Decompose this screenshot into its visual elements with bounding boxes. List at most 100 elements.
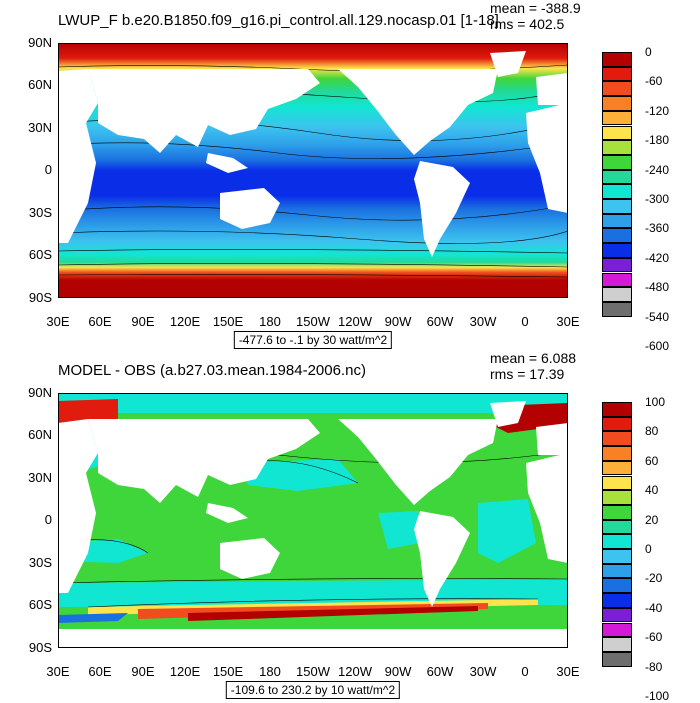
colorbar-swatch [602, 243, 632, 258]
lon-label: 90E [131, 664, 155, 679]
colorbar-label: 100 [645, 395, 666, 409]
lon-label: 60E [88, 664, 112, 679]
colorbar-swatch [602, 257, 632, 273]
lon-label: 150W [296, 664, 330, 679]
colorbar-swatch [602, 213, 632, 229]
lat-label: 90N [28, 385, 52, 400]
rms-label: rms = 402.5 [490, 16, 565, 32]
plot-title: LWUP_F b.e20.B1850.f09_g16.pi_control.al… [58, 12, 499, 29]
lat-label: 60N [28, 427, 52, 442]
colorbar-swatch [602, 287, 632, 302]
colorbar-label: -420 [645, 250, 670, 265]
colorbar-swatch [602, 549, 632, 564]
colorbar-label: 0 [645, 45, 652, 59]
colorbar-label: -60 [645, 74, 663, 89]
mean-label: mean = 6.088 [490, 350, 577, 366]
colorbar-swatch [602, 431, 632, 447]
colorbar-swatch [602, 622, 632, 638]
colorbar-label: -100 [645, 689, 670, 703]
lon-label: 120W [338, 664, 372, 679]
contour-range-label: -477.6 to -.1 by 30 watt/m^2 [233, 331, 393, 349]
lon-label: 120E [169, 664, 201, 679]
lon-label: 30E [556, 664, 580, 679]
map-plot [58, 43, 568, 298]
colorbar-swatch [602, 184, 632, 199]
colorbar-swatch [602, 66, 632, 82]
lon-label: 120W [338, 314, 372, 329]
colorbar-swatch [602, 140, 632, 155]
colorbar-label: -80 [645, 659, 663, 674]
lon-label: 150E [212, 314, 244, 329]
colorbar-swatch [602, 490, 632, 505]
colorbar-label: -540 [645, 309, 670, 324]
colorbar-label: -600 [645, 339, 670, 353]
colorbar-swatch [602, 81, 632, 97]
colorbar-label: -480 [645, 280, 670, 295]
colorbar-swatch [602, 125, 632, 141]
lat-label: 0 [44, 162, 52, 177]
map-frame [58, 43, 568, 298]
lat-label: 30N [28, 120, 52, 135]
lat-label: 30N [28, 470, 52, 485]
colorbar-swatch [602, 154, 632, 170]
colorbar-swatch [602, 272, 632, 288]
lat-label: 60S [28, 247, 52, 262]
colorbar-label: -120 [645, 103, 670, 118]
field-map-svg [58, 43, 568, 298]
colorbar-swatch [602, 578, 632, 594]
colorbar-swatch [602, 593, 632, 608]
lon-label: 60W [426, 664, 454, 679]
panel-model-obs: MODEL - OBS (a.b27.03.mean.1984-2006.nc)… [0, 350, 700, 703]
panel-lwup: LWUP_F b.e20.B1850.f09_g16.pi_control.al… [0, 0, 700, 353]
colorbar-label: 0 [645, 542, 652, 556]
colorbar-label: 60 [645, 453, 659, 468]
lon-label: 0 [521, 314, 529, 329]
lat-label: 60N [28, 77, 52, 92]
colorbar-label: -300 [645, 192, 670, 206]
lon-label: 150W [296, 314, 330, 329]
colorbar-swatch [602, 228, 632, 244]
colorbar-label: -240 [645, 162, 670, 177]
land-masses [58, 51, 568, 257]
land-masses [58, 401, 568, 648]
colorbar-label: -180 [645, 133, 670, 148]
colorbar-label: -20 [645, 571, 663, 586]
colorbar-swatch [602, 301, 632, 317]
colorbar-swatch [602, 607, 632, 623]
lat-label: 90S [28, 290, 52, 305]
lat-label: 30S [28, 205, 52, 220]
lon-label: 30W [469, 664, 497, 679]
colorbar-label: -40 [645, 600, 663, 615]
rms-label: rms = 17.39 [490, 366, 565, 382]
colorbar-swatch [602, 563, 632, 579]
lon-label: 90E [131, 314, 155, 329]
colorbar-swatch [602, 402, 632, 417]
map-plot [58, 393, 568, 648]
lon-label: 60W [426, 314, 454, 329]
mean-label: mean = -388.9 [490, 0, 581, 16]
lon-label: 30E [46, 314, 70, 329]
lat-label: 90S [28, 640, 52, 655]
lon-label: 150E [212, 664, 244, 679]
colorbar [602, 52, 632, 317]
colorbar-swatch [602, 475, 632, 491]
colorbar-swatch [602, 534, 632, 549]
colorbar-swatch [602, 651, 632, 667]
lon-label: 0 [521, 664, 529, 679]
colorbar-swatch [602, 637, 632, 652]
lon-label: 30E [46, 664, 70, 679]
colorbar-swatch [602, 169, 632, 185]
colorbar-swatch [602, 446, 632, 461]
colorbar-swatch [602, 416, 632, 432]
lon-label: 30E [556, 314, 580, 329]
colorbar-swatch [602, 519, 632, 535]
colorbar [602, 402, 632, 667]
colorbar-label: -360 [645, 221, 670, 236]
contour-range-label: -109.6 to 230.2 by 10 watt/m^2 [225, 681, 401, 699]
colorbar-swatch [602, 52, 632, 67]
colorbar-label: 20 [645, 512, 659, 527]
colorbar-swatch [602, 504, 632, 520]
lon-label: 30W [469, 314, 497, 329]
plot-title: MODEL - OBS (a.b27.03.mean.1984-2006.nc) [58, 362, 366, 379]
lat-label: 90N [28, 35, 52, 50]
